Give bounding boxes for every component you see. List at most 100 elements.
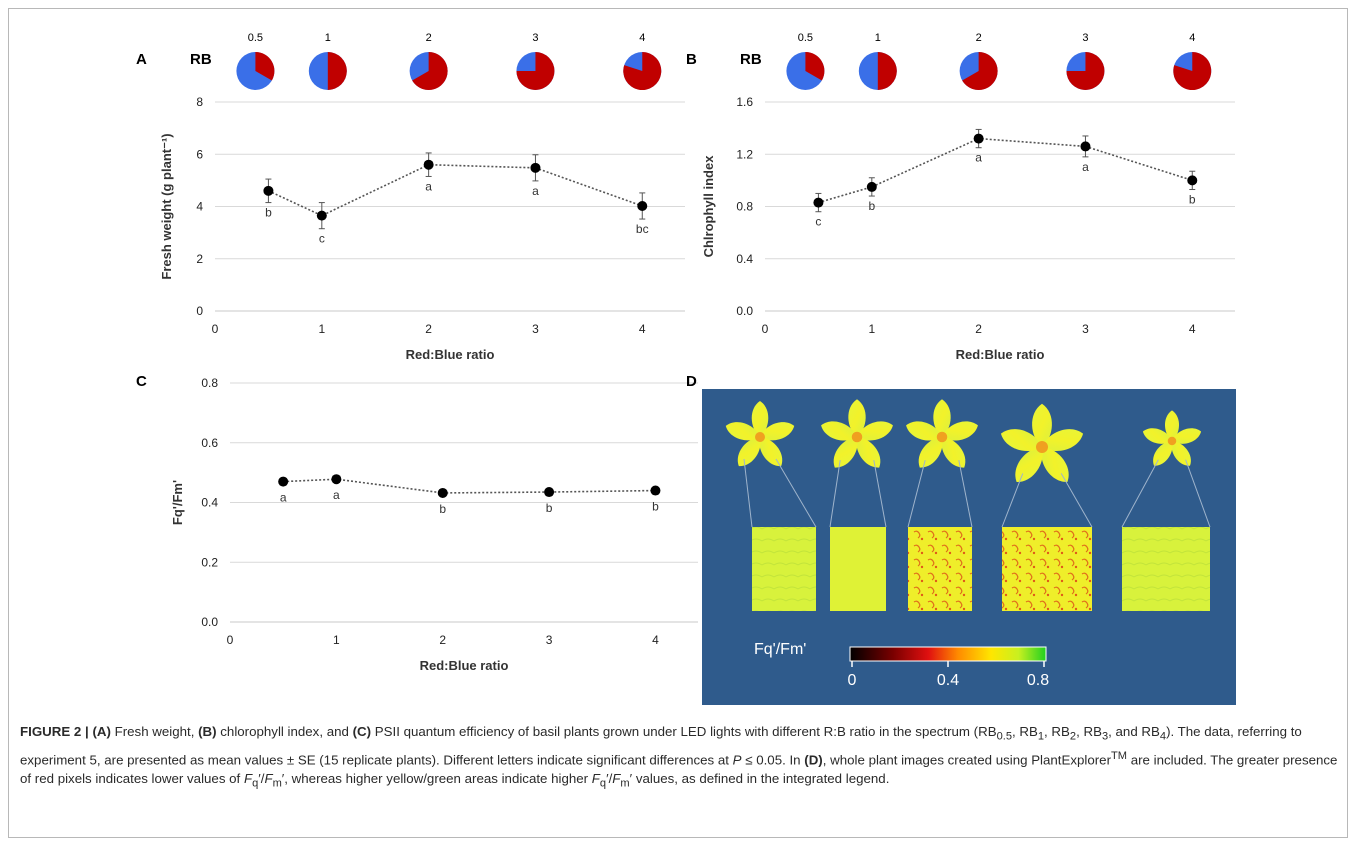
caption-sub-3: 3	[1101, 730, 1109, 743]
caption-fm2-sub: m	[620, 777, 630, 790]
panel-b-ytick-0: 0.0	[736, 304, 753, 318]
plant-3-leaf-4	[1000, 429, 1042, 451]
colorbar-label-04: 0.4	[937, 672, 959, 689]
panel-c-sig-letter-1: a	[333, 488, 340, 502]
plant-3-leaf-3	[1015, 447, 1043, 482]
plant-0-leaf-3	[737, 437, 761, 467]
panel-b-ytick-3: 1.2	[736, 147, 753, 161]
panel-c-xtick-0: 0	[227, 633, 234, 647]
caption-sep2: , RB	[1044, 724, 1070, 739]
panel-a-sig-letter-3: a	[532, 184, 539, 198]
panel-b-xtick-2: 2	[975, 322, 982, 336]
panel-a-pie-label-1: 1	[325, 32, 331, 44]
caption-p-italic: P	[732, 752, 742, 768]
plant-3-leaf-2	[1041, 447, 1069, 482]
panel-a-letter: A	[136, 51, 147, 68]
panel-c-point-1	[331, 474, 342, 485]
panel-a-xtick-1: 1	[318, 322, 325, 336]
caption-text7: values, as defined in the integrated leg…	[632, 771, 890, 787]
panel-d-label-wrap: D	[680, 360, 710, 390]
panel-b-sig-letter-2: a	[975, 151, 982, 165]
panel-a-sig-letter-1: c	[319, 232, 325, 246]
plant-0-leaf-4	[725, 422, 760, 441]
panel-a-sig-letter-2: a	[425, 179, 432, 193]
panel-b-pie-label-2: 2	[976, 32, 982, 44]
panel-b-pie-label-0: 0.5	[798, 32, 813, 44]
plant-4-zoom-line-left	[1121, 459, 1159, 528]
panel-a-point-2	[423, 159, 434, 170]
plant-1-zoom-line-right	[873, 460, 887, 528]
panel-a-pie-red-4	[623, 52, 662, 90]
panel-a-point-0	[263, 185, 274, 196]
panel-b-chart: B RB 0.0 0.4 0.8 1.2 1.6 0 1 2 3 4 Red:Blue ratio C…	[680, 28, 1250, 362]
panel-c-ytick-1: 0.2	[201, 555, 218, 569]
panel-d-letter-svg: D	[686, 373, 697, 390]
caption-text4: , whole plant images created using Plant…	[822, 752, 1112, 768]
caption-b-text: chlorophyll index, and	[216, 724, 353, 739]
plant-3	[1000, 403, 1084, 482]
panel-a-sig-letter-4: bc	[636, 222, 649, 236]
panel-c-ylabel: Fq'/Fm'	[170, 480, 185, 525]
panel-d-letter: D	[686, 373, 697, 390]
plant-3-leaf-1	[1042, 429, 1084, 451]
figure-caption: FIGURE 2 | (A) Fresh weight, (B) chlorop…	[20, 722, 1340, 794]
colorbar-label-08: 0.8	[1027, 672, 1049, 689]
plant-0-leaf-2	[759, 437, 783, 467]
panel-a-pie-label-3: 3	[532, 32, 538, 44]
panel-d-svg: Fq'/Fm' 0 0.4 0.8	[702, 389, 1236, 705]
colorbar-label-0: 0	[848, 672, 857, 689]
plant-1-zoom-square	[830, 527, 886, 611]
plant-3-zoom-line-right	[1060, 473, 1093, 528]
panel-b-pie-red-1	[877, 52, 897, 90]
panel-b-sig-letter-1: b	[868, 199, 875, 213]
panel-a-xtick-3: 3	[532, 322, 539, 336]
panel-d-image: Fq'/Fm' 0 0.4 0.8	[702, 389, 1236, 705]
plant-1-leaf-3	[833, 437, 858, 468]
caption-fm1-rest: ′,	[281, 771, 288, 787]
caption-tm: TM	[1111, 749, 1128, 762]
panel-b-xlabel: Red:Blue ratio	[956, 347, 1045, 362]
caption-text3: ≤ 0.05. In	[741, 752, 805, 768]
panel-c-ytick-4: 0.8	[201, 376, 218, 390]
caption-sep3: , RB	[1076, 724, 1102, 739]
caption-fm2-rest: ′	[629, 771, 633, 787]
panel-b-xtick-3: 3	[1082, 322, 1089, 336]
panel-c-ytick-2: 0.4	[201, 496, 218, 510]
panel-b-sig-letter-4: b	[1189, 193, 1196, 207]
plant-0-leaf-1	[760, 422, 795, 441]
panel-c-ytick-0: 0.0	[201, 615, 218, 629]
caption-fm2: F	[612, 771, 621, 787]
caption-fq2-rest: ′/	[606, 771, 613, 787]
plant-2-leaf-0	[933, 399, 951, 437]
panel-d-legend-label: Fq'/Fm'	[754, 641, 806, 658]
caption-sep4: , and RB	[1108, 724, 1160, 739]
panel-c-point-0	[278, 476, 289, 487]
panel-a-xtick-2: 2	[425, 322, 432, 336]
panel-c-letter: C	[136, 373, 147, 390]
panel-c-chart: C 0.0 0.2 0.4 0.6 0.8 0 1 2 3 4 Red:Blue ratio Fq'/…	[130, 360, 700, 690]
plant-2-center	[936, 431, 948, 443]
panel-b-rb-label: RB	[740, 51, 762, 68]
panel-a-xlabel: Red:Blue ratio	[406, 347, 495, 362]
colorbar	[849, 646, 1047, 662]
plant-3-center	[1036, 441, 1048, 453]
panel-b-series-line	[818, 137, 1193, 204]
panel-b-pie-red-3	[1066, 52, 1105, 90]
panel-b-ytick-4: 1.6	[736, 95, 753, 109]
panel-c-point-3	[544, 487, 555, 498]
plant-1-center	[851, 431, 863, 443]
plant-4-center	[1167, 436, 1177, 446]
caption-fq2-sub: q	[599, 777, 607, 790]
panel-b-letter: B	[686, 51, 697, 68]
panel-a-pie-label-4: 4	[639, 32, 645, 44]
caption-c-tag: (C)	[352, 724, 372, 739]
panel-a-pie-red-0	[255, 52, 275, 81]
plant-4-zoom-square	[1122, 527, 1210, 611]
panel-b-point-3	[1080, 141, 1091, 152]
plant-4-leaf-1	[1172, 428, 1202, 444]
caption-sub-2: 2	[1069, 730, 1077, 743]
caption-sub-1: 1	[1037, 730, 1045, 743]
panel-a-rb-label: RB	[190, 51, 212, 68]
caption-a-tag: (A)	[92, 724, 111, 739]
plant-0-zoom-line-left	[743, 458, 753, 528]
